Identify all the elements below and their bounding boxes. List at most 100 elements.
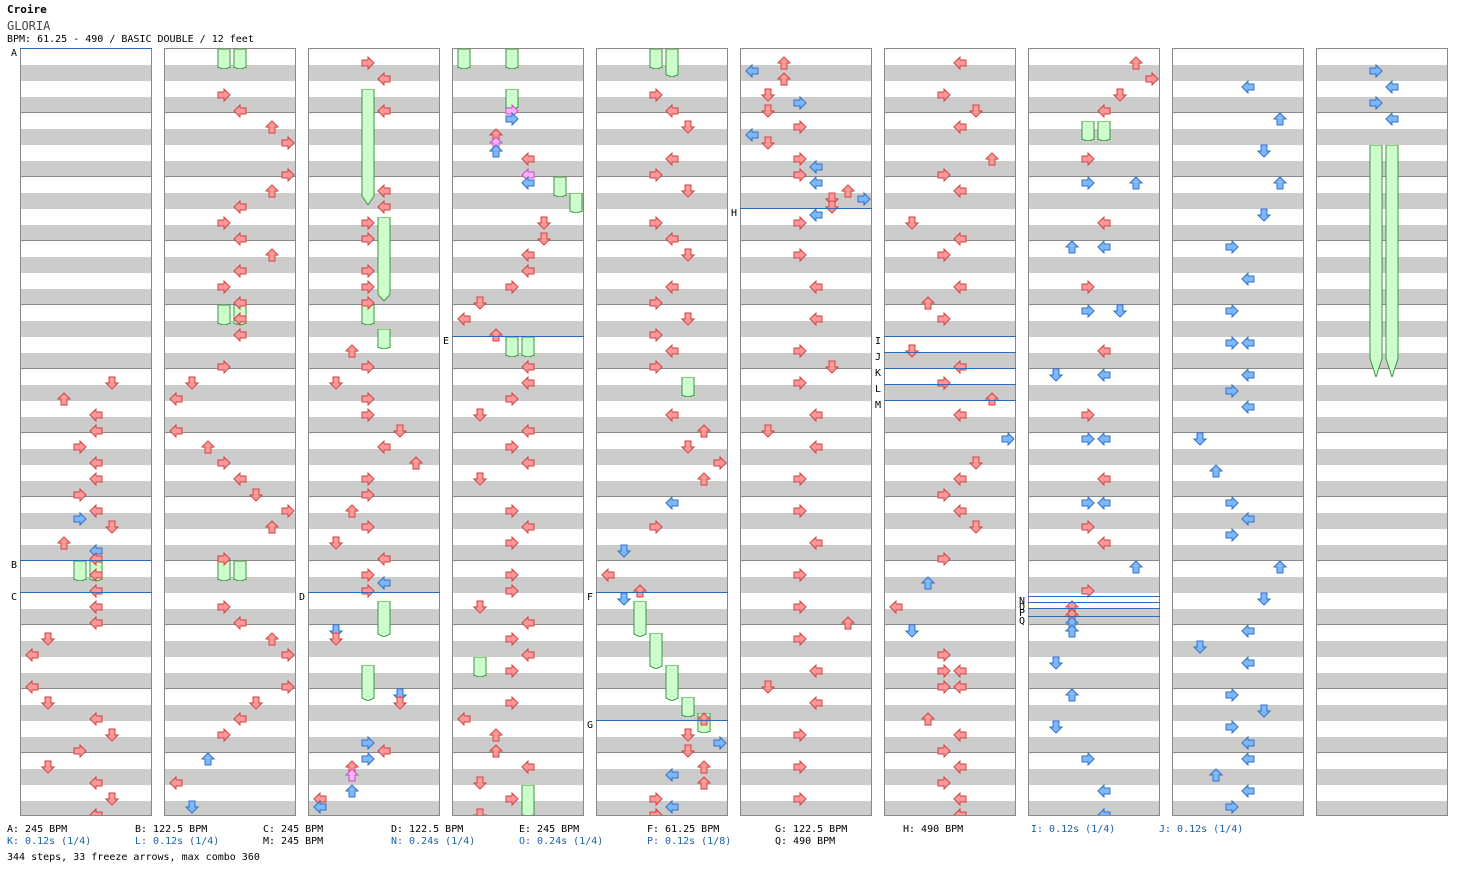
arrow-left-icon (521, 615, 535, 631)
measure-line (597, 496, 727, 497)
arrow-left-icon (233, 263, 247, 279)
arrow-right-icon (217, 215, 231, 231)
artist-name: Croire (7, 3, 47, 16)
arrow-right-icon (1081, 279, 1095, 295)
measure-line (597, 176, 727, 177)
arrow-right-icon (505, 567, 519, 583)
arrow-up-icon (56, 392, 72, 406)
arrow-up-icon (344, 768, 360, 782)
arrow-left-icon (521, 247, 535, 263)
arrow-left-icon (953, 791, 967, 807)
freeze-arrow (361, 665, 375, 701)
arrow-right-icon (649, 791, 663, 807)
measure-line (453, 240, 583, 241)
arrow-right-icon (793, 247, 807, 263)
chart-column (452, 48, 584, 816)
arrow-right-icon (281, 679, 295, 695)
arrow-right-icon (361, 751, 375, 767)
speed-change-line (884, 384, 1016, 385)
arrow-right-icon (937, 743, 951, 759)
freeze-arrow (377, 601, 391, 637)
arrow-left-icon (233, 295, 247, 311)
arrow-left-icon (953, 407, 967, 423)
measure-line (741, 688, 871, 689)
arrow-up-icon (1064, 240, 1080, 254)
arrow-left-icon (1241, 399, 1255, 415)
arrow-right-icon (361, 519, 375, 535)
measure-line (885, 304, 1015, 305)
arrow-left-icon (665, 767, 679, 783)
arrow-up-icon (1208, 464, 1224, 478)
measure-line (1317, 688, 1447, 689)
arrow-up-icon (1208, 768, 1224, 782)
measure-line (885, 176, 1015, 177)
arrow-up-icon (344, 344, 360, 358)
measure-line (1173, 496, 1303, 497)
freeze-arrow (521, 785, 535, 815)
arrow-down-icon (472, 776, 488, 790)
arrow-left-icon (521, 375, 535, 391)
arrow-left-icon (665, 407, 679, 423)
measure-line (1029, 752, 1159, 753)
measure-line (885, 560, 1015, 561)
arrow-right-icon (1081, 303, 1095, 319)
arrow-left-icon (665, 279, 679, 295)
measure-line (165, 688, 295, 689)
measure-line (165, 368, 295, 369)
arrow-right-icon (361, 487, 375, 503)
arrow-right-icon (937, 311, 951, 327)
speed-change-line (596, 720, 728, 721)
measure-line (21, 112, 151, 113)
freeze-arrow (217, 49, 231, 69)
arrow-right-icon (1001, 431, 1015, 447)
measure-line (885, 112, 1015, 113)
arrow-down-icon (760, 88, 776, 102)
arrow-left-icon (169, 391, 183, 407)
arrow-right-icon (713, 735, 727, 751)
arrow-left-icon (89, 615, 103, 631)
arrow-right-icon (649, 87, 663, 103)
arrow-left-icon (1097, 535, 1111, 551)
arrow-right-icon (505, 535, 519, 551)
speed-change-label: E (443, 336, 450, 347)
arrow-down-icon (1048, 720, 1064, 734)
arrow-right-icon (649, 295, 663, 311)
freeze-arrow (665, 665, 679, 701)
measure-line (453, 496, 583, 497)
arrow-right-icon (1081, 495, 1095, 511)
speed-change-line (20, 560, 152, 561)
song-title: GLORIA (7, 19, 51, 33)
freeze-arrow (521, 337, 535, 357)
measure-line (597, 368, 727, 369)
speed-change-line (740, 208, 872, 209)
arrow-left-icon (745, 127, 759, 143)
speed-change-line (1028, 596, 1160, 597)
arrow-left-icon (1241, 655, 1255, 671)
freeze-arrow (633, 601, 647, 637)
measure-line (1173, 176, 1303, 177)
arrow-right-icon (361, 295, 375, 311)
measure-line (309, 560, 439, 561)
speed-change-label: J (875, 352, 882, 363)
arrow-left-icon (377, 439, 391, 455)
arrow-right-icon (1225, 239, 1239, 255)
arrow-left-icon (665, 799, 679, 815)
measure-line (1029, 112, 1159, 113)
arrow-up-icon (632, 584, 648, 598)
speed-change-line (1028, 602, 1160, 603)
arrow-right-icon (937, 663, 951, 679)
legend-entry: J: 0.12s (1/4) (1159, 824, 1244, 835)
arrow-right-icon (1225, 687, 1239, 703)
arrow-left-icon (1241, 335, 1255, 351)
arrow-left-icon (809, 439, 823, 455)
arrow-right-icon (361, 407, 375, 423)
arrow-left-icon (1097, 343, 1111, 359)
arrow-down-icon (184, 800, 200, 814)
measure-line (1029, 560, 1159, 561)
arrow-up-icon (920, 576, 936, 590)
arrow-right-icon (649, 519, 663, 535)
measure-line (453, 368, 583, 369)
measure-line (597, 752, 727, 753)
arrow-left-icon (377, 103, 391, 119)
arrow-right-icon (793, 727, 807, 743)
